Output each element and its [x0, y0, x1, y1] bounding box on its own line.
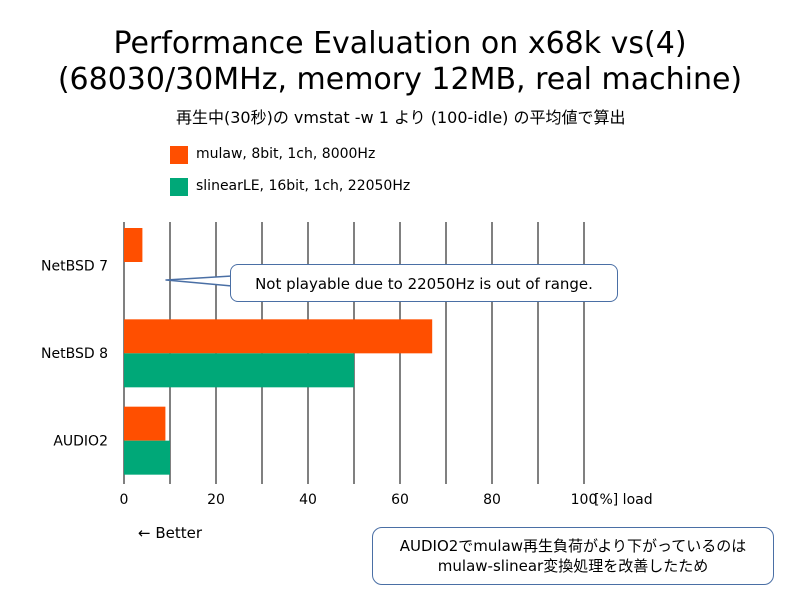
bar-mulaw-0 — [124, 228, 143, 262]
title-line-2: (68030/30MHz, memory 12MB, real machine) — [57, 62, 743, 97]
slide-title: Performance Evaluation on x68k vs(4) (68… — [0, 26, 800, 98]
bar-slinear-1 — [124, 353, 354, 388]
x-axis-unit-label: [%] load — [594, 492, 653, 508]
bar-mulaw-1 — [124, 319, 433, 354]
bar-slinear-2 — [124, 440, 170, 475]
x-tick-label-80: 80 — [483, 492, 501, 508]
x-tick-label-60: 60 — [391, 492, 409, 508]
callout-not-playable: Not playable due to 22050Hz is out of ra… — [230, 264, 618, 302]
note-line-2: mulaw-slinear変換処理を改善したため — [437, 557, 709, 575]
legend-swatch-slinear — [170, 178, 188, 196]
improvement-note: AUDIO2でmulaw再生負荷がより下がっているのは mulaw-slinea… — [372, 527, 774, 585]
bar-mulaw-2 — [124, 406, 166, 441]
x-tick-label-0: 0 — [120, 492, 129, 508]
category-label-1: NetBSD 8 — [41, 346, 108, 362]
x-tick-label-40: 40 — [299, 492, 317, 508]
x-tick-label-100: 100 — [571, 492, 598, 508]
title-line-1: Performance Evaluation on x68k vs(4) — [113, 26, 687, 61]
category-label-2: AUDIO2 — [53, 433, 108, 449]
slide-subtitle: 再生中(30秒)の vmstat -w 1 より (100-idle) の平均値… — [176, 108, 626, 127]
legend-label-slinear: slinearLE, 16bit, 1ch, 22050Hz — [196, 178, 411, 194]
callout-pointer — [165, 275, 233, 287]
x-tick-label-20: 20 — [207, 492, 225, 508]
category-label-0: NetBSD 7 — [41, 259, 108, 275]
legend-label-mulaw: mulaw, 8bit, 1ch, 8000Hz — [196, 146, 376, 162]
note-line-1: AUDIO2でmulaw再生負荷がより下がっているのは — [399, 537, 747, 555]
legend-swatch-mulaw — [170, 146, 188, 164]
better-direction-label: ← Better — [138, 524, 203, 542]
